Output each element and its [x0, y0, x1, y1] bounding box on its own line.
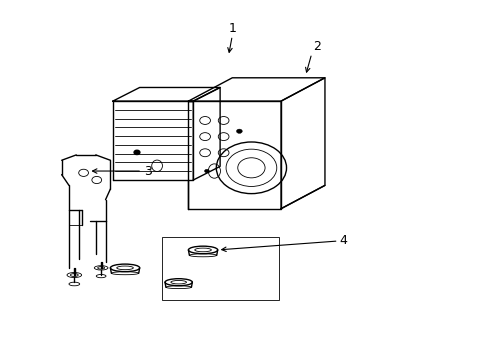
Circle shape — [134, 150, 140, 154]
Circle shape — [204, 169, 209, 173]
Circle shape — [236, 129, 242, 134]
Text: 1: 1 — [228, 22, 236, 35]
Text: 3: 3 — [144, 165, 152, 177]
Bar — [161, 237, 278, 300]
Text: 2: 2 — [312, 40, 320, 53]
Text: 4: 4 — [339, 234, 347, 247]
